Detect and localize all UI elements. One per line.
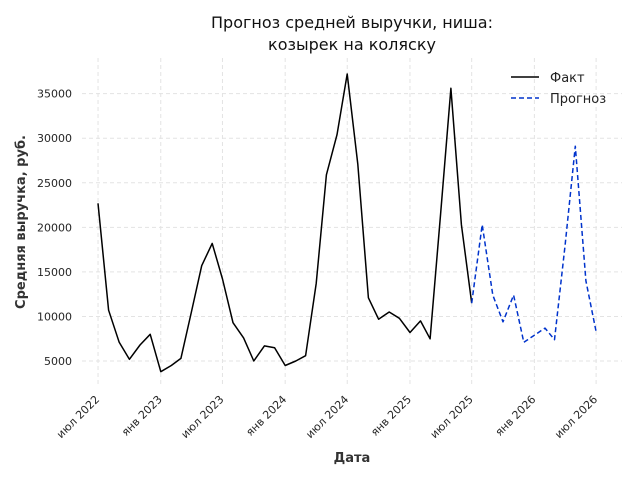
- x-tick-label-7: янв 2026: [493, 393, 539, 439]
- y-tick-label-2: 15000: [37, 266, 72, 279]
- series-lines: [97, 73, 597, 373]
- x-tick-label-1: янв 2023: [119, 393, 165, 439]
- y-axis-label: Средняя выручка, руб.: [14, 135, 29, 309]
- x-axis-ticks: июл 2022 янв 2023 июл 2023 янв 2024 июл 2024…: [54, 393, 600, 441]
- x-tick-label-6: июл 2025: [428, 393, 476, 441]
- grid: [82, 58, 622, 386]
- x-tick-label-5: янв 2025: [368, 393, 414, 439]
- x-tick-label-0: июл 2022: [54, 393, 102, 441]
- y-tick-label-5: 30000: [37, 132, 72, 145]
- chart-title-line-1: Прогноз средней выручки, ниша:: [211, 13, 493, 32]
- y-tick-label-0: 5000: [44, 355, 72, 368]
- series-line-0: [97, 73, 473, 373]
- legend-entry-fact: Факт: [550, 71, 585, 86]
- x-tick-label-4: июл 2024: [303, 393, 351, 441]
- legend-entry-forecast: Прогноз: [550, 92, 606, 107]
- x-tick-label-3: янв 2024: [243, 393, 289, 439]
- series-line-1: [470, 145, 597, 344]
- y-tick-label-3: 20000: [37, 221, 72, 234]
- y-tick-label-4: 25000: [37, 177, 72, 190]
- legend: Факт Прогноз: [511, 71, 606, 107]
- y-tick-label-1: 10000: [37, 310, 72, 323]
- y-axis-ticks: 5000 10000 15000 20000 25000 30000 35000: [37, 88, 72, 368]
- y-tick-label-6: 35000: [37, 88, 72, 101]
- x-tick-label-8: июл 2026: [552, 393, 600, 441]
- x-axis-label: Дата: [334, 451, 371, 466]
- chart-title-line-2: козырек на коляску: [268, 35, 436, 54]
- x-tick-label-2: июл 2023: [179, 393, 227, 441]
